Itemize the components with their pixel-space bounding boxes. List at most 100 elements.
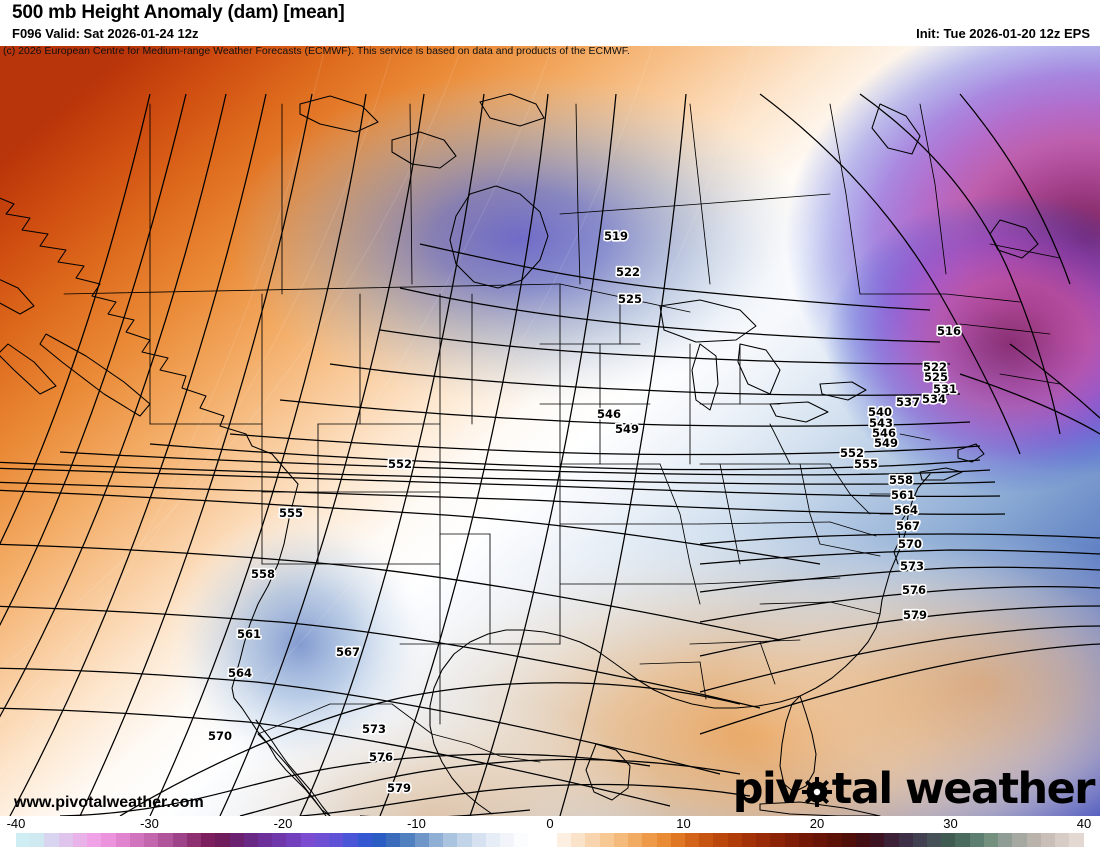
contour-528 <box>329 363 961 396</box>
page-title: 500 mb Height Anomaly (dam) [mean] <box>12 2 345 23</box>
colorbar-tick-label: -10 <box>407 816 426 831</box>
contour-label: 564 <box>894 503 918 517</box>
contour-552 <box>0 489 821 565</box>
colorbar-swatch <box>1012 833 1027 847</box>
colorbar-swatch <box>386 833 401 847</box>
colorbar-swatch <box>144 833 159 847</box>
map-canvas[interactable]: 519 519 522 522 525 525 546 546 549 549 552 552 555 5… <box>0 44 1100 816</box>
contour-label-halo: 549 <box>615 422 639 436</box>
colorbar-swatch <box>912 833 927 847</box>
contour-531 <box>279 399 971 427</box>
contour-label-halo: 564 <box>228 666 252 680</box>
contour-label: 555 <box>854 457 878 471</box>
contour-label: 579 <box>903 608 927 622</box>
contour-561 <box>0 667 721 775</box>
colorbar-tick-label: 10 <box>676 816 691 831</box>
coastline-arctic-1 <box>391 131 457 169</box>
contour-label-halo: 573 <box>362 722 386 736</box>
coastline-cape-cod <box>957 443 985 463</box>
colorbar-swatch <box>428 833 444 847</box>
colorbar-swatch <box>685 833 700 847</box>
contour-label-halo: 558 <box>889 473 913 487</box>
coastline-uswest <box>231 483 331 816</box>
colorbar-swatch <box>528 833 543 847</box>
contour-label-halo: 537 <box>896 395 920 409</box>
colorbar-swatch <box>16 833 31 847</box>
colorbar-swatch <box>443 833 458 847</box>
contour-label: 567 <box>896 519 920 533</box>
contour-label-halo: 522 <box>616 265 640 279</box>
contour-534 <box>229 433 981 456</box>
gear-icon <box>801 766 832 812</box>
colorbar-swatch <box>741 833 757 847</box>
colorbar-tick-label: 0 <box>546 816 554 831</box>
contour-546 <box>0 467 1001 498</box>
coastline-islands-bc <box>0 279 35 315</box>
colorbar-swatch <box>44 833 59 847</box>
colorbar-swatches <box>16 833 1084 847</box>
colorbar-swatch <box>556 833 572 847</box>
contour-label-halo: 534 <box>922 392 946 406</box>
contour-label-halo: 570 <box>898 537 922 551</box>
contour-label-halo: 552 <box>840 446 864 460</box>
colorbar-swatch <box>813 833 828 847</box>
colorbar-swatch <box>457 833 472 847</box>
colorbar-swatch <box>870 833 885 847</box>
colorbar-swatch <box>414 833 429 847</box>
contour-525 <box>379 329 951 365</box>
colorbar-swatch <box>1069 833 1084 847</box>
contour-label: 525 <box>924 370 948 384</box>
contour-label-halo: 576 <box>902 583 926 597</box>
contour-543 <box>0 461 996 485</box>
colorbar-swatch <box>599 833 614 847</box>
colorbar-swatch <box>898 833 913 847</box>
colorbar-swatch <box>215 833 230 847</box>
contour-540 <box>59 451 991 476</box>
contour-label: 570 <box>208 729 232 743</box>
colorbar-swatch <box>1040 833 1056 847</box>
contour-537 <box>149 443 981 471</box>
contour-570 <box>59 753 651 816</box>
contour-label: 561 <box>237 627 261 641</box>
colorbar-swatch <box>58 833 73 847</box>
logo-text-part2: tal weather <box>831 764 1096 814</box>
colorbar-swatch <box>656 833 671 847</box>
contour-573 <box>239 758 741 816</box>
contour-label: 519 <box>604 229 628 243</box>
contour-label: 576 <box>902 583 926 597</box>
contour-label: 522 <box>616 265 640 279</box>
site-url-watermark: www.pivotalweather.com <box>14 794 204 811</box>
colorbar-swatch <box>186 833 202 847</box>
colorbar-tick-label: -40 <box>6 816 26 831</box>
contour-label-halo: 558 <box>251 567 275 581</box>
contour-label-halo: 555 <box>279 506 303 520</box>
contour-label: 540 <box>868 405 892 419</box>
colorbar-swatch <box>243 833 258 847</box>
contour-label-halo: 570 <box>208 729 232 743</box>
coastline-vancouver-island <box>39 333 151 417</box>
colorbar-swatch <box>272 833 287 847</box>
contour-label-halo: 576 <box>369 750 393 764</box>
colorbar-swatch <box>172 833 187 847</box>
contour-label: 555 <box>279 506 303 520</box>
colorbar-swatch <box>300 833 315 847</box>
geography-layer <box>0 93 1061 816</box>
map-header: 500 mb Height Anomaly (dam) [mean] F096 … <box>0 0 1100 46</box>
contour-label: 525 <box>618 292 642 306</box>
contour-band-edges <box>0 44 755 816</box>
colorbar-swatch <box>841 833 856 847</box>
colorbar-swatch <box>257 833 273 847</box>
height-contour-layer <box>0 93 1100 816</box>
contour-label-halo: 543 <box>869 416 893 430</box>
contour-558 <box>0 605 761 709</box>
colorbar-tick-label: -30 <box>140 816 159 831</box>
contour-label: 576 <box>369 750 393 764</box>
contour-label-halo: 564 <box>894 503 918 517</box>
coastline-great-lakes-michigan <box>691 343 719 411</box>
coastline-queen-charlotte <box>0 343 57 395</box>
coastline-arctic-2 <box>299 95 379 133</box>
colorbar-swatch <box>314 833 330 847</box>
contour-label: 570 <box>898 537 922 551</box>
colorbar-swatch <box>998 833 1013 847</box>
